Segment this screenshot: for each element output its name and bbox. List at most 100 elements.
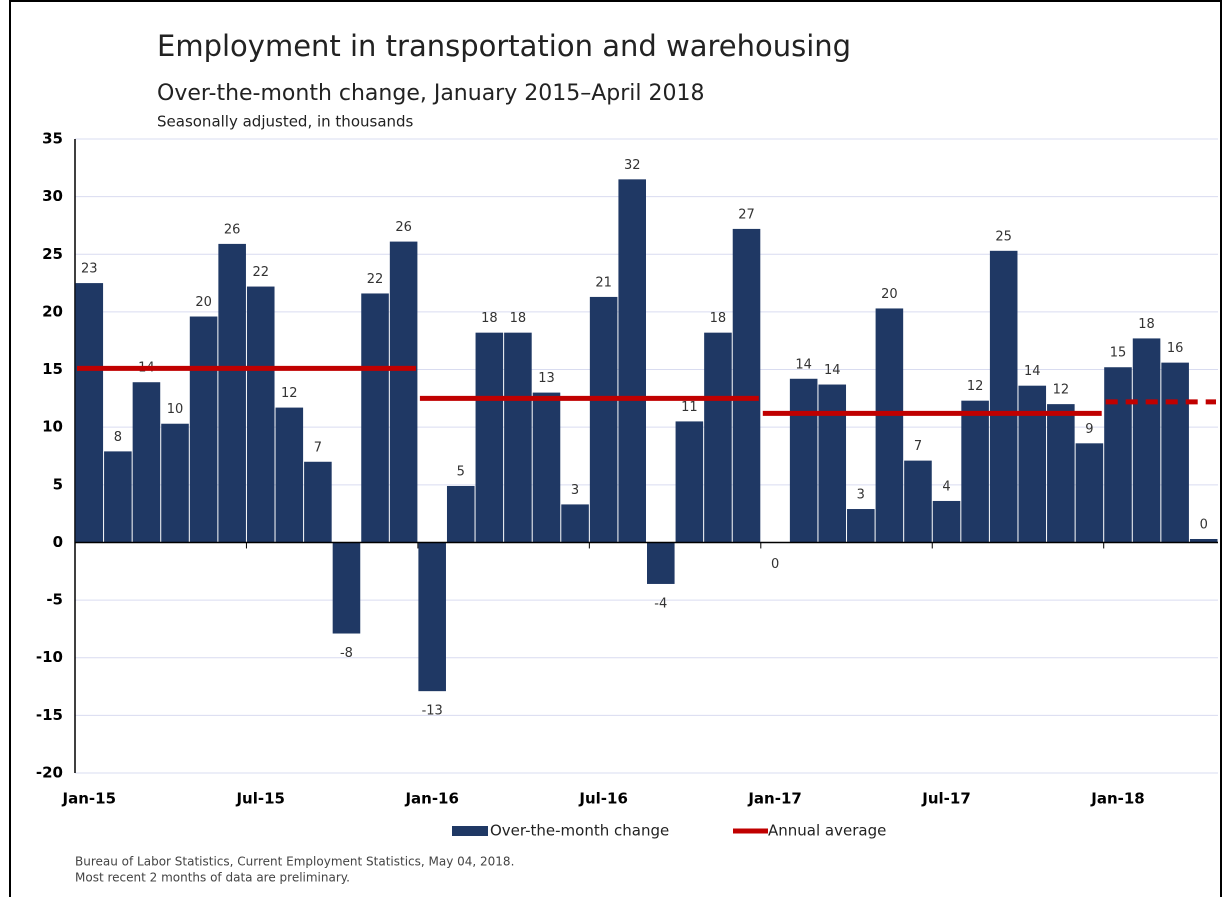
data-label: 26 (395, 220, 412, 235)
legend-label: Over-the-month change (490, 822, 669, 840)
bar (75, 283, 104, 543)
data-label: 15 (1110, 346, 1127, 361)
y-tick-label: 10 (42, 418, 63, 436)
bar (618, 179, 646, 543)
bar (1018, 385, 1047, 543)
y-tick-label: 25 (42, 245, 63, 263)
data-label: 14 (795, 357, 812, 372)
bar (1075, 443, 1104, 543)
bar (275, 407, 304, 543)
y-tick-label: 5 (53, 475, 63, 493)
bar (704, 332, 732, 543)
bar (789, 378, 818, 543)
bar (532, 392, 561, 543)
bar (647, 542, 675, 584)
bar (418, 542, 446, 692)
chart-title: Employment in transportation and warehou… (157, 29, 851, 63)
bar (847, 509, 875, 543)
note: Bureau of Labor Statistics, Current Empl… (75, 855, 514, 869)
bar (504, 332, 532, 543)
bar (989, 250, 1018, 543)
y-tick-label: 35 (42, 130, 63, 148)
bar (1047, 404, 1075, 543)
data-label: 20 (195, 295, 212, 310)
frame (9, 0, 1222, 897)
data-label: 22 (367, 272, 384, 287)
data-label: 11 (681, 400, 698, 415)
chart-subtitle: Over-the-month change, January 2015–Apri… (157, 81, 705, 106)
bar (246, 286, 275, 543)
data-label: 23 (81, 262, 98, 277)
bar (446, 485, 475, 543)
data-label: 9 (1085, 422, 1093, 437)
bar (189, 316, 218, 543)
data-label: 16 (1167, 341, 1184, 356)
data-label: 7 (914, 439, 922, 454)
data-label: 5 (457, 464, 465, 479)
data-label: 18 (1138, 317, 1155, 332)
data-label: 10 (167, 402, 184, 417)
data-label: 26 (224, 222, 241, 237)
legend-label: Annual average (768, 822, 886, 840)
bar (1189, 538, 1218, 543)
bar (675, 421, 704, 543)
bar (904, 460, 932, 543)
data-label: 27 (738, 207, 755, 222)
y-tick-label: -10 (36, 648, 63, 666)
data-label: 32 (624, 158, 641, 173)
bar (589, 296, 618, 543)
data-label: 12 (1053, 383, 1070, 398)
bar (732, 228, 761, 543)
data-label: 0 (1200, 517, 1208, 532)
bar (1132, 338, 1161, 543)
bar (561, 504, 589, 543)
data-label: 14 (824, 363, 841, 378)
data-label: 25 (995, 229, 1012, 244)
data-label: 14 (1024, 364, 1041, 379)
bar (818, 384, 847, 543)
bar (389, 241, 418, 543)
data-label: 18 (481, 311, 498, 326)
bar (161, 423, 189, 543)
bar (1104, 367, 1132, 543)
data-label: 3 (857, 488, 865, 503)
data-label: 20 (881, 287, 898, 302)
bar (361, 293, 389, 543)
data-label: 12 (967, 379, 984, 394)
data-label: 7 (314, 440, 322, 455)
y-tick-label: -5 (46, 591, 63, 609)
bar (218, 243, 246, 543)
y-tick-label: -20 (36, 764, 63, 782)
legend-swatch (452, 826, 488, 836)
data-label: 8 (114, 430, 122, 445)
data-label: 18 (710, 311, 727, 326)
data-label: 12 (281, 386, 298, 401)
note: Most recent 2 months of data are prelimi… (75, 871, 350, 885)
data-label: 0 (771, 557, 779, 572)
y-axis-label: Seasonally adjusted, in thousands (157, 113, 414, 131)
bar (332, 542, 361, 634)
y-tick-label: -15 (36, 706, 63, 724)
data-label: -8 (340, 646, 353, 661)
y-tick-label: 15 (42, 360, 63, 378)
x-tick-label: Jul-17 (921, 790, 971, 808)
x-tick-label: Jul-15 (235, 790, 285, 808)
bar (104, 451, 132, 543)
x-tick-label: Jan-15 (62, 790, 116, 808)
bar (875, 308, 904, 543)
data-label: -13 (422, 704, 443, 719)
data-label: -4 (654, 596, 667, 611)
bar (1161, 362, 1189, 543)
bar (475, 332, 504, 543)
x-tick-label: Jan-16 (404, 790, 458, 808)
data-label: 13 (538, 371, 555, 386)
data-label: 4 (942, 479, 950, 494)
y-tick-label: 30 (42, 187, 63, 205)
data-label: 21 (595, 275, 612, 290)
y-tick-label: 0 (53, 533, 63, 551)
bar (304, 461, 332, 543)
data-label: 3 (571, 483, 579, 498)
data-label: 18 (510, 311, 527, 326)
data-label: 22 (252, 265, 269, 280)
